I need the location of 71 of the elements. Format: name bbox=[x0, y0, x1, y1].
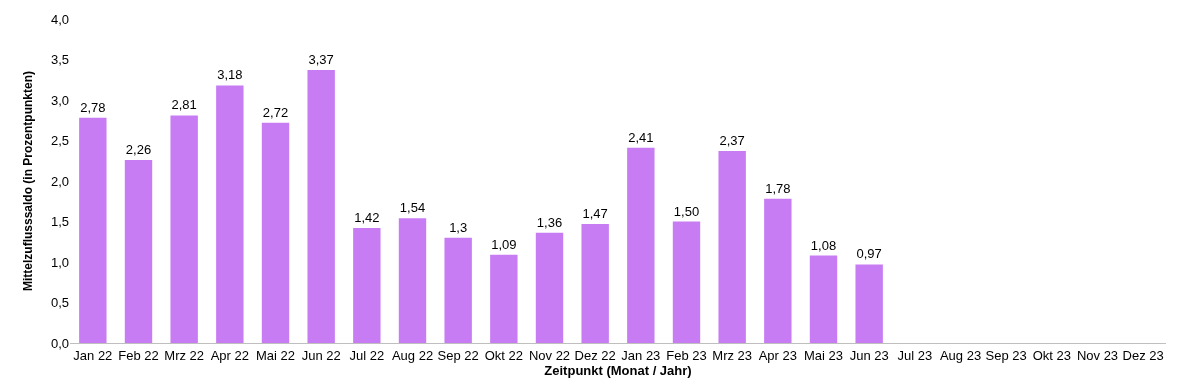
y-tick-label: 3,5 bbox=[50, 52, 69, 68]
bar bbox=[627, 147, 655, 343]
x-tick-label: Sep 22 bbox=[437, 347, 479, 363]
bar bbox=[490, 254, 518, 343]
x-tick-label: Jan 22 bbox=[73, 347, 113, 363]
x-tick-label: Apr 22 bbox=[210, 347, 249, 363]
bar bbox=[216, 85, 244, 343]
x-tick-label: Mrz 23 bbox=[712, 347, 753, 363]
x-tick-label: Jun 23 bbox=[849, 347, 889, 363]
bar bbox=[809, 255, 838, 343]
data-label: 2,81 bbox=[171, 97, 197, 113]
x-tick-label: Jul 22 bbox=[349, 347, 385, 363]
x-tick-label: Mai 23 bbox=[803, 347, 844, 363]
x-tick-label: Dez 22 bbox=[574, 347, 616, 363]
data-label: 1,09 bbox=[491, 236, 517, 252]
bar bbox=[124, 159, 153, 343]
x-tick-label: Nov 22 bbox=[528, 347, 571, 363]
x-tick-label: Dez 23 bbox=[1122, 347, 1164, 363]
x-tick-label: Mrz 22 bbox=[164, 347, 205, 363]
y-tick-label: 2,0 bbox=[50, 173, 69, 189]
bar bbox=[261, 122, 290, 343]
data-label: 2,26 bbox=[125, 141, 152, 157]
x-tick-label: Sep 23 bbox=[985, 347, 1027, 363]
data-label: 2,37 bbox=[719, 133, 745, 149]
bar bbox=[855, 264, 883, 343]
bar bbox=[672, 221, 701, 343]
x-tick-label: Jan 23 bbox=[621, 347, 661, 363]
x-tick-label: Okt 23 bbox=[1032, 347, 1071, 363]
x-tick-label: Mai 22 bbox=[255, 347, 296, 363]
y-tick-label: 1,0 bbox=[50, 254, 69, 270]
data-label: 1,08 bbox=[810, 237, 837, 253]
data-label: 1,54 bbox=[399, 200, 426, 216]
data-label: 2,78 bbox=[80, 99, 106, 115]
bar bbox=[170, 115, 198, 343]
y-tick-label: 0,5 bbox=[50, 295, 69, 311]
x-tick-label: Okt 22 bbox=[484, 347, 523, 363]
bar bbox=[79, 117, 107, 343]
bar bbox=[535, 232, 564, 343]
bar bbox=[307, 70, 335, 343]
bar bbox=[718, 151, 746, 343]
x-tick-label: Nov 23 bbox=[1076, 347, 1119, 363]
data-label: 3,18 bbox=[217, 67, 243, 83]
data-label: 1,78 bbox=[765, 180, 791, 196]
y-tick-label: 2,5 bbox=[50, 133, 69, 149]
x-axis-title: Zeitpunkt (Monat / Jahr) bbox=[544, 363, 692, 379]
bar bbox=[581, 223, 609, 343]
x-tick-label: Feb 23 bbox=[666, 347, 707, 363]
bar bbox=[444, 237, 472, 343]
x-tick-label: Aug 23 bbox=[939, 347, 982, 363]
y-axis-title: Mittelzuflusssaldo (in Prozentpunkten) bbox=[21, 70, 36, 292]
x-tick-label: Feb 22 bbox=[118, 347, 159, 363]
bar bbox=[398, 218, 427, 343]
data-label: 1,36 bbox=[536, 214, 563, 230]
x-tick-label: Apr 23 bbox=[758, 347, 797, 363]
y-tick-label: 0,0 bbox=[50, 335, 69, 351]
data-label: 0,97 bbox=[856, 246, 882, 262]
data-label: 1,50 bbox=[673, 203, 700, 219]
bar bbox=[353, 227, 381, 343]
x-tick-label: Jul 23 bbox=[897, 347, 933, 363]
x-tick-label: Jun 22 bbox=[301, 347, 341, 363]
bar bbox=[764, 198, 792, 343]
data-label: 1,42 bbox=[354, 209, 380, 225]
data-label: 1,3 bbox=[449, 219, 468, 235]
y-tick-label: 1,5 bbox=[50, 214, 69, 230]
y-tick-label: 4,0 bbox=[50, 11, 69, 27]
data-label: 3,37 bbox=[308, 52, 334, 68]
data-label: 2,72 bbox=[262, 104, 289, 120]
data-label: 2,41 bbox=[628, 129, 654, 145]
y-tick-label: 3,0 bbox=[50, 92, 69, 108]
x-tick-label: Aug 22 bbox=[391, 347, 434, 363]
data-label: 1,47 bbox=[582, 205, 608, 221]
